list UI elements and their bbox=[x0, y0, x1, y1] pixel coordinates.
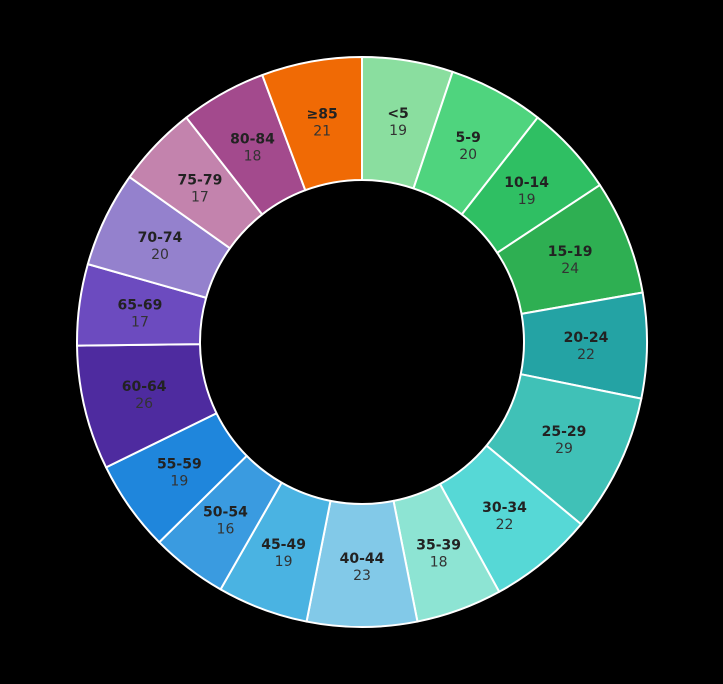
slice-value-40-44: 23 bbox=[353, 568, 371, 584]
slice-ge85[interactable] bbox=[261, 56, 363, 192]
slice-value-45-49: 19 bbox=[275, 554, 293, 570]
label-group: <519 5-92010-141915-192420-242225-292930-… bbox=[118, 106, 609, 584]
slice-value-lt5: 19 bbox=[389, 123, 407, 139]
slice-value-15-19: 24 bbox=[561, 261, 579, 277]
slice-label-20-24: 20-24 bbox=[564, 330, 609, 346]
slice-value-ge85: 21 bbox=[313, 124, 331, 140]
slice-label-75-79: 75-79 bbox=[178, 172, 223, 188]
slice-value-35-39: 18 bbox=[430, 554, 448, 570]
slice-label-70-74: 70-74 bbox=[138, 230, 183, 246]
slice-value-60-64: 26 bbox=[135, 396, 153, 412]
slice-label-lt5: <5 bbox=[387, 106, 408, 122]
slice-value-70-74: 20 bbox=[151, 247, 169, 263]
slice-value-25-29: 29 bbox=[555, 441, 573, 457]
slice-value-10-14: 19 bbox=[518, 192, 536, 208]
slice-label-65-69: 65-69 bbox=[118, 298, 163, 314]
slice-value-50-54: 16 bbox=[217, 522, 235, 538]
slice-label-45-49: 45-49 bbox=[261, 537, 306, 553]
slice-value-30-34: 22 bbox=[496, 517, 514, 533]
slice-label-60-64: 60-64 bbox=[122, 379, 167, 395]
slice-label-55-59: 55-59 bbox=[157, 457, 202, 473]
slice-value-55-59: 19 bbox=[170, 474, 188, 490]
slice-value-5-9: 20 bbox=[459, 147, 477, 163]
slice-label-15-19: 15-19 bbox=[548, 244, 593, 260]
slice-label-40-44: 40-44 bbox=[340, 551, 385, 567]
slice-label-50-54: 50-54 bbox=[203, 505, 248, 521]
slice-label-ge85: ≥85 bbox=[307, 107, 338, 123]
slice-value-80-84: 18 bbox=[244, 149, 262, 165]
slice-label-35-39: 35-39 bbox=[416, 537, 461, 553]
slice-group bbox=[76, 56, 648, 628]
slice-value-75-79: 17 bbox=[191, 189, 209, 205]
slice-label-10-14: 10-14 bbox=[504, 175, 549, 191]
slice-label-30-34: 30-34 bbox=[482, 500, 527, 516]
slice-label-25-29: 25-29 bbox=[542, 424, 587, 440]
slice-label-5-9: 5-9 bbox=[456, 130, 481, 146]
slice-value-65-69: 17 bbox=[131, 315, 149, 331]
slice-value-20-24: 22 bbox=[577, 347, 595, 363]
slice-label-80-84: 80-84 bbox=[230, 132, 275, 148]
